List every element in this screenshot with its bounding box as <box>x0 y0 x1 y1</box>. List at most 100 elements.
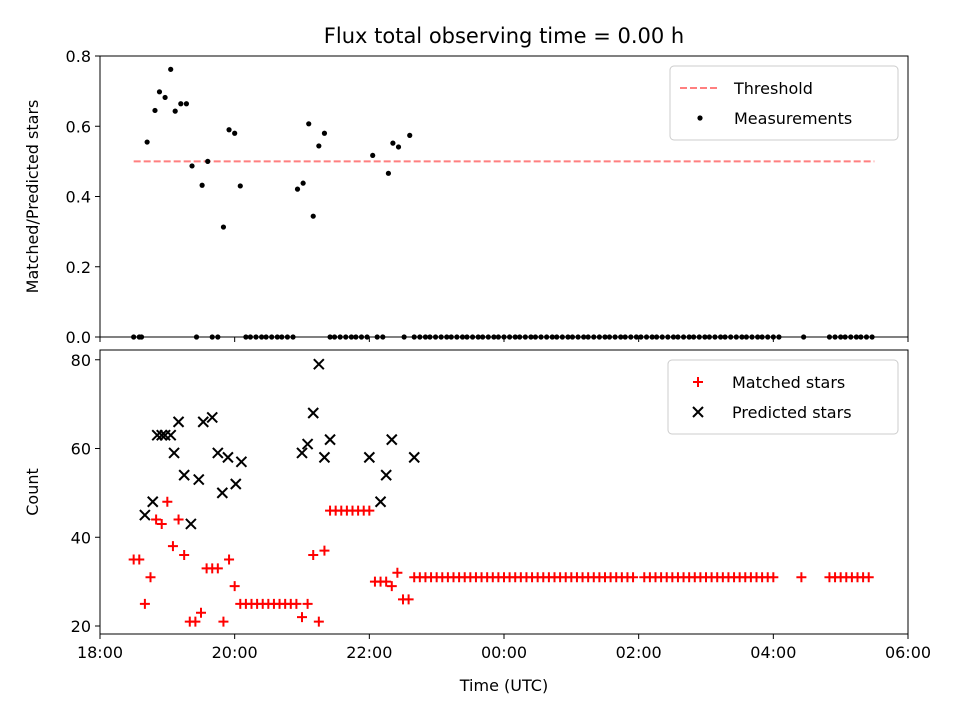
legend-box <box>669 65 899 141</box>
top-panel: Matched/Predicted stars 0.0 0.2 0.4 0.6 0.8 Th… <box>23 47 909 347</box>
matched-stars-point <box>297 612 307 623</box>
measurement-point <box>220 224 227 230</box>
x-tick-label: 20:00 <box>212 643 258 662</box>
matched-stars-point <box>768 572 779 583</box>
measurement-point <box>395 144 402 150</box>
predicted-stars-point <box>313 358 325 370</box>
predicted-stars-point <box>386 433 398 446</box>
measurement-point <box>144 139 150 145</box>
y-tick-label: 40 <box>71 528 91 547</box>
matched-stars-point <box>167 541 178 552</box>
y-axis-label: Matched/Predicted stars <box>23 100 42 294</box>
measurement-point <box>226 127 232 133</box>
measurement-point <box>168 66 174 72</box>
predicted-stars-point <box>206 411 218 424</box>
matched-stars-point <box>313 616 324 627</box>
y-tick-label: 80 <box>71 351 91 370</box>
matched-stars-point <box>628 572 639 583</box>
predicted-stars-point <box>197 416 209 428</box>
measurement-point <box>310 213 316 219</box>
predicted-stars-point <box>374 496 387 508</box>
x-tick-label: 22:00 <box>346 643 392 662</box>
legend-matched-swatch <box>693 377 703 387</box>
matched-stars-point <box>403 594 414 605</box>
predicted-stars-point <box>307 407 319 419</box>
measurement-point <box>189 163 195 169</box>
legend-label: Matched stars <box>732 373 845 392</box>
measurement-point <box>232 130 238 136</box>
measurement-point <box>183 101 190 107</box>
matched-stars-point <box>308 550 319 561</box>
axes-frame <box>99 55 909 338</box>
matched-stars-point <box>156 518 167 529</box>
measurement-point <box>385 170 392 176</box>
predicted-stars-point <box>222 451 234 464</box>
predicted-stars-point <box>380 469 392 481</box>
predicted-stars-point <box>324 433 336 446</box>
predicted-stars-point <box>235 456 248 468</box>
y-tick-label: 0.0 <box>66 328 91 347</box>
legend-measurement-swatch <box>697 115 703 121</box>
y-tick-label: 20 <box>71 617 91 636</box>
measurement-point <box>300 180 306 186</box>
measurement-point <box>205 158 211 164</box>
matched-stars-point <box>386 581 397 592</box>
matched-stars-point <box>319 545 330 556</box>
matched-stars-point <box>392 567 403 578</box>
measurement-point <box>306 121 312 127</box>
x-tick-label: 02:00 <box>616 643 662 662</box>
matched-stars-point <box>179 550 190 561</box>
predicted-stars-point <box>230 478 242 490</box>
predicted-stars-point <box>156 429 168 441</box>
predicted-stars-point <box>168 447 180 459</box>
predicted-stars-point <box>301 438 314 450</box>
measurement-point <box>407 132 413 138</box>
chart-title: Flux total observing time = 0.00 h <box>324 24 684 48</box>
matched-stars-point <box>291 598 302 609</box>
predicted-stars-point <box>164 429 177 441</box>
matched-stars-point <box>796 572 807 583</box>
matched-stars-point <box>364 505 375 516</box>
measurement-point <box>321 130 328 136</box>
y-axis-label: Count <box>23 468 42 516</box>
measurement-point <box>199 182 205 188</box>
measurement-point <box>152 107 158 114</box>
legend-predicted-swatch <box>692 406 704 418</box>
axes-frame <box>99 349 909 635</box>
matched-stars-point <box>151 514 162 525</box>
predicted-stars-point <box>296 447 308 459</box>
legend-box <box>667 359 899 435</box>
measurement-point <box>237 183 243 189</box>
matched-stars-point <box>381 576 392 587</box>
matched-stars-point <box>863 572 874 583</box>
measurement-point <box>172 108 178 114</box>
legend: Threshold Measurements <box>669 65 899 141</box>
y-tick-label: 0.6 <box>66 117 91 136</box>
matched-stars-point <box>224 554 235 565</box>
predicted-stars-point <box>172 416 185 428</box>
predicted-stars-point <box>212 447 224 459</box>
x-tick-label: 18:00 <box>77 643 123 662</box>
measurement-point <box>370 152 376 159</box>
matched-stars-point <box>173 514 184 525</box>
predicted-stars-point <box>318 451 331 464</box>
matched-stars-point <box>196 607 206 618</box>
predicted-stars-point <box>178 469 190 481</box>
legend: Matched stars Predicted stars <box>667 359 899 435</box>
y-tick-label: 0.8 <box>66 47 91 66</box>
predicted-stars-point <box>139 509 151 521</box>
y-tick-label: 0.4 <box>66 188 91 207</box>
measurement-point <box>316 143 322 149</box>
predicted-stars-point <box>363 451 376 464</box>
predicted-stars-point <box>147 496 159 508</box>
x-axis-label: Time (UTC) <box>459 676 548 695</box>
predicted-stars-point <box>216 487 229 499</box>
predicted-stars-point <box>408 451 420 464</box>
predicted-stars-point <box>185 518 197 530</box>
matched-stars-point <box>302 598 313 609</box>
legend-label: Measurements <box>734 109 852 128</box>
matched-stars-point <box>145 572 156 583</box>
x-tick-label: 04:00 <box>750 643 796 662</box>
matched-stars-point <box>134 554 145 565</box>
